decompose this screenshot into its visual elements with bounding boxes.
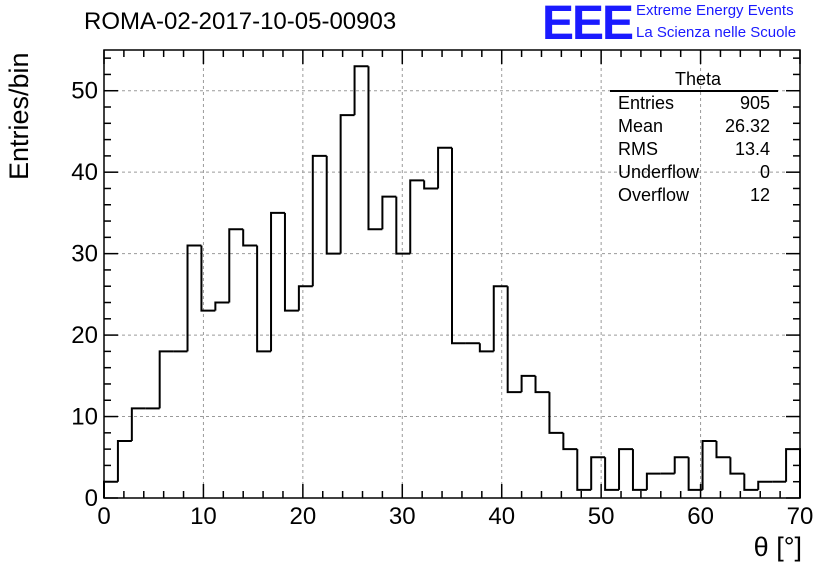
- histogram-bin: [687, 457, 703, 491]
- histogram-bin: [673, 456, 689, 474]
- histogram-bin: [604, 457, 620, 491]
- stats-value: 12: [749, 185, 770, 205]
- histogram-bin: [506, 286, 522, 394]
- histogram-bin: [548, 392, 564, 434]
- histogram-bin: [729, 457, 745, 475]
- histogram-bin: [534, 375, 550, 394]
- y-tick-label: 0: [85, 485, 98, 512]
- histogram-bin: [325, 155, 341, 255]
- histogram-bin: [297, 285, 313, 311]
- x-tick-label: 10: [190, 503, 217, 530]
- x-tick-label: 70: [787, 503, 814, 530]
- histogram-bin: [270, 211, 285, 352]
- y-tick-label: 40: [71, 159, 98, 186]
- histogram-bin: [437, 146, 452, 189]
- stats-label: RMS: [618, 139, 658, 159]
- histogram-bin: [353, 65, 369, 116]
- stats-value: 905: [739, 93, 770, 113]
- histogram-bin: [367, 66, 383, 231]
- eee-logo-mark: EEE: [542, 0, 634, 50]
- stats-title: Theta: [610, 68, 778, 92]
- histogram-bin: [757, 480, 773, 490]
- chart-title: ROMA-02-2017-10-05-00903: [84, 8, 397, 35]
- x-axis-label: θ [°]: [753, 532, 802, 562]
- histogram-bin: [214, 301, 230, 311]
- histogram-bin: [492, 285, 508, 352]
- histogram-bin: [645, 472, 661, 490]
- histogram-bin: [103, 480, 118, 498]
- logo-line-1: Extreme Energy Events: [636, 2, 794, 19]
- histogram-bin: [451, 147, 466, 345]
- x-tick-label: 60: [687, 503, 714, 530]
- histogram-bin: [785, 448, 801, 498]
- y-tick-label: 20: [71, 322, 98, 349]
- stats-row-overflow: Overflow 12: [610, 184, 778, 207]
- histogram-bin: [576, 449, 592, 491]
- histogram-bin: [311, 154, 327, 287]
- histogram-bin: [116, 439, 132, 482]
- histogram-bin: [743, 473, 759, 491]
- histogram-bin: [256, 245, 272, 353]
- histogram-bin: [186, 244, 202, 352]
- stats-value: 13.4: [734, 139, 770, 159]
- histogram-bin: [478, 343, 494, 353]
- plot-frame: [103, 49, 801, 499]
- histogram-bin: [339, 114, 355, 254]
- histogram-bin: [715, 440, 731, 459]
- stats-box: Theta Entries 905 Mean 26.32 RMS 13.4 Un…: [610, 68, 778, 207]
- x-tick-label: 40: [488, 503, 515, 530]
- stats-label: Mean: [618, 116, 664, 136]
- histogram-bin: [130, 407, 146, 441]
- histogram-bin: [409, 179, 425, 254]
- histogram-bin: [701, 439, 717, 490]
- stats-row-rms: RMS 13.4: [610, 138, 778, 161]
- histogram-bin: [381, 195, 397, 230]
- histogram-bin: [242, 229, 258, 247]
- histogram-bin: [618, 448, 633, 490]
- histogram-bin: [200, 245, 216, 312]
- logo-line-2: La Scienza nelle Scuole: [636, 24, 797, 41]
- histogram-bin: [423, 180, 439, 190]
- y-tick-label: 50: [71, 78, 98, 105]
- stats-value: 26.32: [724, 116, 770, 136]
- x-tick-label: 30: [389, 503, 416, 530]
- x-tick-label: 0: [97, 503, 110, 530]
- stats-label: Underflow: [618, 162, 700, 182]
- stats-row-mean: Mean 26.32: [610, 115, 778, 138]
- histogram-bin: [590, 456, 606, 490]
- histogram-bin: [631, 449, 647, 491]
- stats-label: Entries: [618, 93, 675, 113]
- histogram-bin: [228, 228, 244, 303]
- histogram-bin: [283, 212, 299, 312]
- stats-label: Overflow: [618, 185, 690, 205]
- histogram-bin: [158, 350, 174, 409]
- histogram-bin: [562, 432, 578, 451]
- stats-row-entries: Entries 905: [610, 92, 778, 115]
- x-tick-label: 20: [290, 503, 317, 530]
- y-tick-label: 30: [71, 241, 98, 268]
- y-tick-label: 10: [71, 404, 98, 431]
- histogram-bin: [520, 374, 536, 393]
- stats-value: 0: [759, 162, 770, 182]
- stats-row-underflow: Underflow 0: [610, 161, 778, 184]
- histogram-bin: [395, 196, 411, 255]
- x-tick-label: 50: [588, 503, 615, 530]
